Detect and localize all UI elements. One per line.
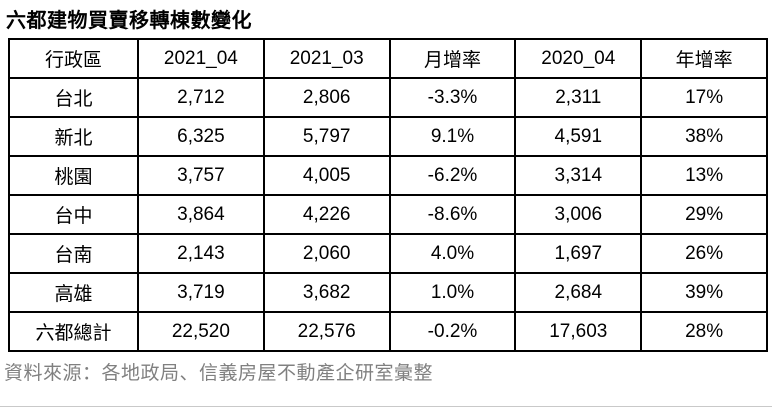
value-cell: 22,576 — [262, 311, 391, 352]
page-title: 六都建物買賣移轉棟數變化 — [6, 10, 252, 32]
value-cell: 1.0% — [388, 272, 517, 313]
value-cell: 4.0% — [388, 233, 517, 274]
value-cell: 29% — [640, 194, 768, 235]
region-cell: 桃園 — [8, 155, 139, 196]
value-cell: 3,757 — [137, 155, 265, 196]
data-table: 行政區 2021_04 2021_03 月增率 2020_04 年增率 台北 2,712 2,… — [8, 38, 768, 352]
value-cell: -8.6% — [388, 194, 517, 235]
table-row: 台南 2,143 2,060 4.0% 1,697 26% — [8, 233, 768, 274]
total-row: 六都總計 22,520 22,576 -0.2% 17,603 28% — [8, 311, 768, 352]
value-cell: 2,684 — [514, 272, 643, 313]
value-cell: 2,143 — [137, 233, 265, 274]
value-cell: 1,697 — [514, 233, 643, 274]
value-cell: 2,311 — [514, 77, 643, 118]
table-row: 桃園 3,757 4,005 -6.2% 3,314 13% — [8, 155, 768, 196]
column-header-年增率: 年增率 — [640, 38, 768, 79]
region-cell: 台中 — [8, 194, 139, 235]
value-cell: 4,226 — [262, 194, 391, 235]
column-header-region: 行政區 — [8, 38, 139, 79]
column-header-月增率: 月增率 — [388, 38, 517, 79]
value-cell: 17,603 — [514, 311, 643, 352]
region-cell: 高雄 — [8, 272, 139, 313]
source-note: 資料來源：各地政局、信義房屋不動產企研室彙整 — [4, 363, 434, 384]
value-cell: 5,797 — [262, 116, 391, 157]
value-cell: -6.2% — [388, 155, 517, 196]
value-cell: 9.1% — [388, 116, 517, 157]
value-cell: 26% — [640, 233, 768, 274]
value-cell: 2,060 — [262, 233, 391, 274]
value-cell: 3,864 — [137, 194, 265, 235]
bottom-rule — [0, 406, 772, 407]
value-cell: 3,682 — [262, 272, 391, 313]
table-header: 行政區 2021_04 2021_03 月增率 2020_04 年增率 — [8, 38, 768, 79]
region-cell: 台北 — [8, 77, 139, 118]
table-row: 台北 2,712 2,806 -3.3% 2,311 17% — [8, 77, 768, 118]
region-cell: 六都總計 — [8, 311, 139, 352]
region-cell: 新北 — [8, 116, 139, 157]
value-cell: -0.2% — [388, 311, 517, 352]
value-cell: 22,520 — [137, 311, 265, 352]
region-cell: 台南 — [8, 233, 139, 274]
value-cell: 3,006 — [514, 194, 643, 235]
value-cell: 2,806 — [262, 77, 391, 118]
value-cell: 2,712 — [137, 77, 265, 118]
value-cell: 13% — [640, 155, 768, 196]
value-cell: 4,591 — [514, 116, 643, 157]
column-header-2021_03: 2021_03 — [262, 38, 391, 79]
value-cell: 39% — [640, 272, 768, 313]
table-row: 新北 6,325 5,797 9.1% 4,591 38% — [8, 116, 768, 157]
value-cell: -3.3% — [388, 77, 517, 118]
table-row: 高雄 3,719 3,682 1.0% 2,684 39% — [8, 272, 768, 313]
column-header-2020_04: 2020_04 — [514, 38, 643, 79]
value-cell: 3,719 — [137, 272, 265, 313]
value-cell: 6,325 — [137, 116, 265, 157]
header-row: 行政區 2021_04 2021_03 月增率 2020_04 年增率 — [8, 38, 768, 79]
value-cell: 3,314 — [514, 155, 643, 196]
value-cell: 38% — [640, 116, 768, 157]
table-body: 台北 2,712 2,806 -3.3% 2,311 17% 新北 6,325 5,797 9.1… — [8, 77, 768, 352]
column-header-2021_04: 2021_04 — [137, 38, 265, 79]
value-cell: 28% — [640, 311, 768, 352]
table-row: 台中 3,864 4,226 -8.6% 3,006 29% — [8, 194, 768, 235]
value-cell: 17% — [640, 77, 768, 118]
value-cell: 4,005 — [262, 155, 391, 196]
